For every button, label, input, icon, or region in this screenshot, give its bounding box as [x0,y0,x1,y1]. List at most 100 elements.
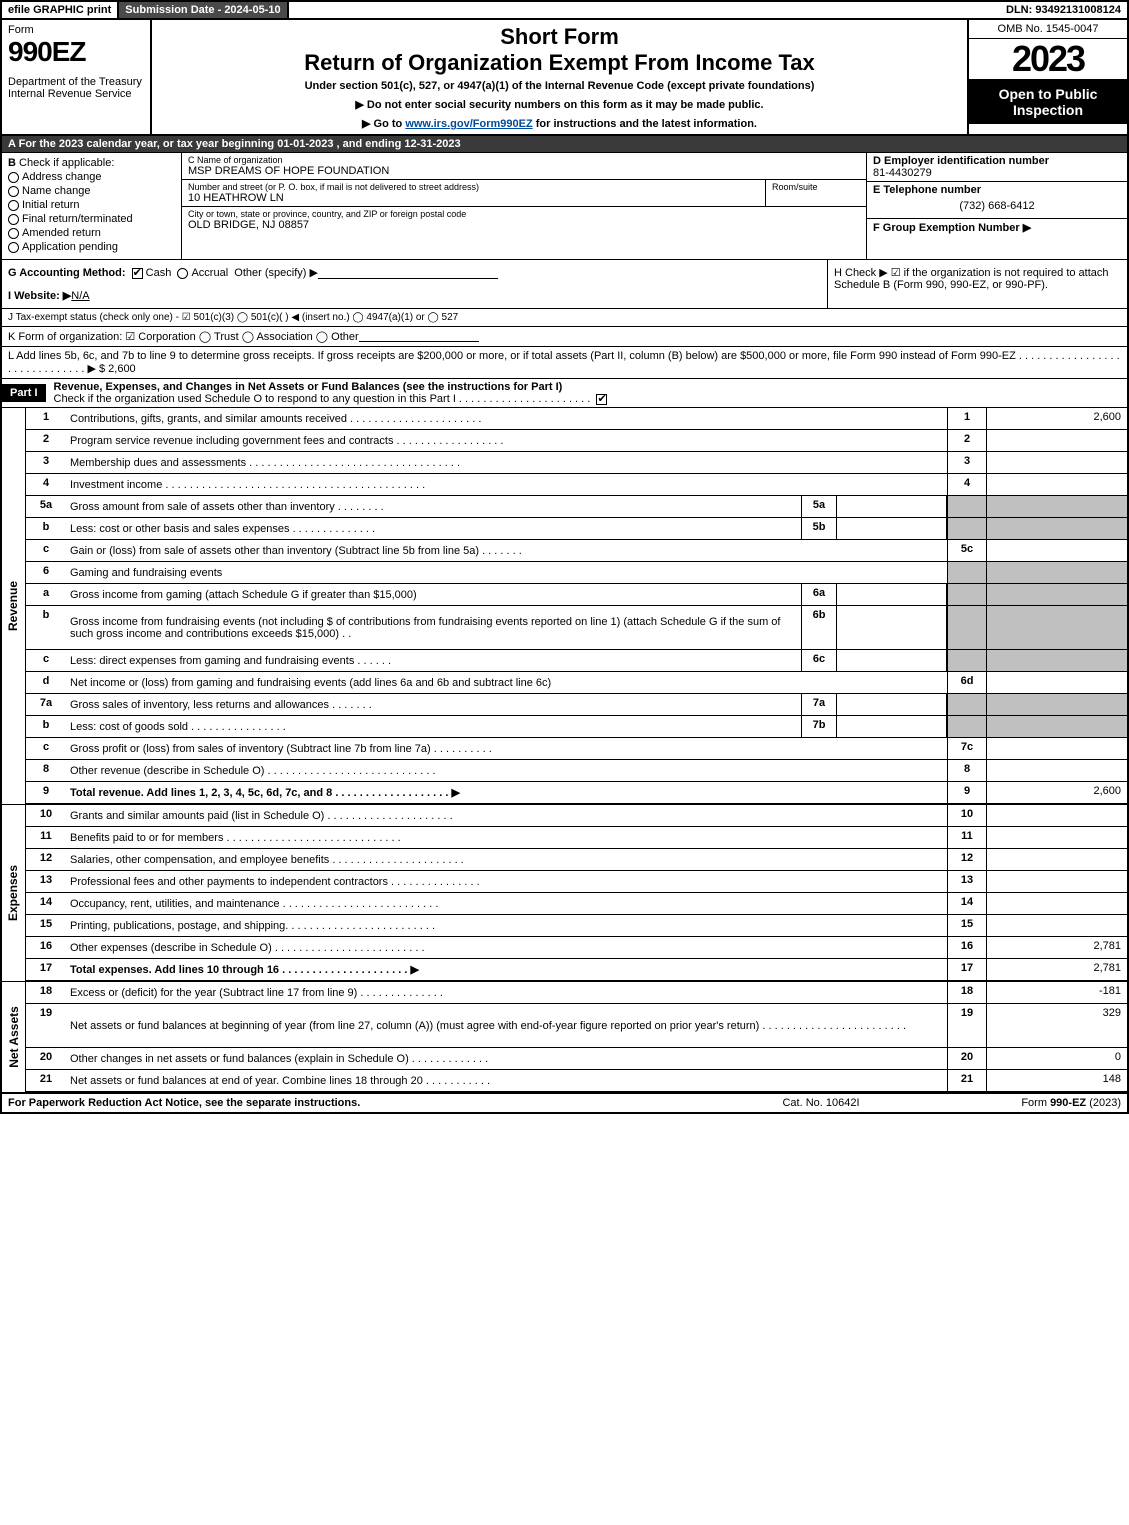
line-description: Gross amount from sale of assets other t… [66,496,801,517]
section-b-c-d-e-f: B Check if applicable: Address change Na… [0,153,1129,260]
line-right-number: 6d [947,672,987,693]
line-description: Program service revenue including govern… [66,430,947,451]
schedule-b-note: H Check ▶ ☑ if the organization is not r… [827,260,1127,308]
phone-value: (732) 668-6412 [873,196,1121,216]
line-number: 21 [26,1070,66,1091]
instructions-note: ▶ Go to www.irs.gov/Form990EZ for instru… [160,117,959,130]
line-number: b [26,606,66,649]
line-description: Printing, publications, postage, and shi… [66,915,947,936]
line-description: Gross income from gaming (attach Schedul… [66,584,801,605]
row-a-period: A For the 2023 calendar year, or tax yea… [0,136,1129,153]
form-line-6: 6Gaming and fundraising events [26,562,1127,584]
check-accrual[interactable] [177,268,188,279]
line-number: d [26,672,66,693]
phone-label: E Telephone number [873,184,1121,196]
website-value: N/A [71,290,89,302]
line-value [987,805,1127,826]
line-value: 2,600 [987,782,1127,803]
paperwork-notice: For Paperwork Reduction Act Notice, see … [8,1097,721,1109]
line-number: b [26,716,66,737]
form-line-12: 12Salaries, other compensation, and empl… [26,849,1127,871]
dln-label: DLN: 93492131008124 [1000,2,1127,18]
form-line-3: 3Membership dues and assessments . . . .… [26,452,1127,474]
website-label: I Website: ▶ [8,290,71,302]
col-c: C Name of organization MSP DREAMS OF HOP… [182,153,867,259]
form-line-d: dNet income or (loss) from gaming and fu… [26,672,1127,694]
check-final-return[interactable]: Final return/terminated [8,213,175,225]
line-number: 15 [26,915,66,936]
line-description: Gross profit or (loss) from sales of inv… [66,738,947,759]
header-left: Form 990EZ Department of the Treasury In… [2,20,152,134]
ein-value: 81-4430279 [873,167,1121,179]
form-line-11: 11Benefits paid to or for members . . . … [26,827,1127,849]
check-schedule-o[interactable] [596,394,607,405]
line-right-number: 8 [947,760,987,781]
line-right-number: 5c [947,540,987,561]
line-number: 6 [26,562,66,583]
form-line-c: cGain or (loss) from sale of assets othe… [26,540,1127,562]
line-value [987,871,1127,892]
line-number: 13 [26,871,66,892]
form-line-21: 21Net assets or fund balances at end of … [26,1070,1127,1092]
line-description: Gross sales of inventory, less returns a… [66,694,801,715]
form-line-2: 2Program service revenue including gover… [26,430,1127,452]
check-initial-return[interactable]: Initial return [8,199,175,211]
line-right-number: 14 [947,893,987,914]
row-j: J Tax-exempt status (check only one) - ☑… [0,309,1129,327]
line-number: 17 [26,959,66,980]
form-line-1: 1Contributions, gifts, grants, and simil… [26,408,1127,430]
form-line-c: cLess: direct expenses from gaming and f… [26,650,1127,672]
irs-link[interactable]: www.irs.gov/Form990EZ [405,118,532,130]
line-value [987,672,1127,693]
line-right-number: 11 [947,827,987,848]
line-right-number: 1 [947,408,987,429]
line-description: Membership dues and assessments . . . . … [66,452,947,473]
form-line-16: 16Other expenses (describe in Schedule O… [26,937,1127,959]
line-value: 148 [987,1070,1127,1091]
check-amended-return[interactable]: Amended return [8,227,175,239]
line-value [987,915,1127,936]
expenses-vlabel: Expenses [2,805,26,981]
line-number: c [26,738,66,759]
check-name-change[interactable]: Name change [8,185,175,197]
line-number: 5a [26,496,66,517]
part-1-title: Revenue, Expenses, and Changes in Net As… [54,381,1127,393]
part-1-label: Part I [2,384,46,402]
efile-label: efile GRAPHIC print [2,2,119,18]
city-value: OLD BRIDGE, NJ 08857 [188,219,860,231]
form-line-b: bLess: cost or other basis and sales exp… [26,518,1127,540]
security-note: ▶ Do not enter social security numbers o… [160,98,959,111]
line-value [987,540,1127,561]
street-value: 10 HEATHROW LN [188,192,759,204]
subline-number: 6a [801,584,837,605]
city-label: City or town, state or province, country… [188,209,860,219]
check-cash[interactable] [132,268,143,279]
form-line-20: 20Other changes in net assets or fund ba… [26,1048,1127,1070]
line-value [987,738,1127,759]
row-k: K Form of organization: ☑ Corporation ◯ … [0,327,1129,347]
form-line-15: 15Printing, publications, postage, and s… [26,915,1127,937]
line-description: Other changes in net assets or fund bala… [66,1048,947,1069]
revenue-vlabel: Revenue [2,408,26,804]
line-value [987,760,1127,781]
check-address-change[interactable]: Address change [8,171,175,183]
form-line-4: 4Investment income . . . . . . . . . . .… [26,474,1127,496]
line-right-number: 20 [947,1048,987,1069]
line-right-number: 4 [947,474,987,495]
part-1-header: Part I Revenue, Expenses, and Changes in… [0,379,1129,408]
form-line-5a: 5aGross amount from sale of assets other… [26,496,1127,518]
form-line-9: 9Total revenue. Add lines 1, 2, 3, 4, 5c… [26,782,1127,804]
form-title: Return of Organization Exempt From Incom… [160,50,959,76]
line-number: 10 [26,805,66,826]
subline-number: 7a [801,694,837,715]
row-l: L Add lines 5b, 6c, and 7b to line 9 to … [0,347,1129,379]
check-application-pending[interactable]: Application pending [8,241,175,253]
line-number: 1 [26,408,66,429]
line-description: Gain or (loss) from sale of assets other… [66,540,947,561]
line-value: 329 [987,1004,1127,1047]
line-number: 16 [26,937,66,958]
line-description: Gross income from fundraising events (no… [66,606,801,649]
accounting-method-label: G Accounting Method: [8,267,126,279]
form-line-a: aGross income from gaming (attach Schedu… [26,584,1127,606]
subline-number: 6c [801,650,837,671]
